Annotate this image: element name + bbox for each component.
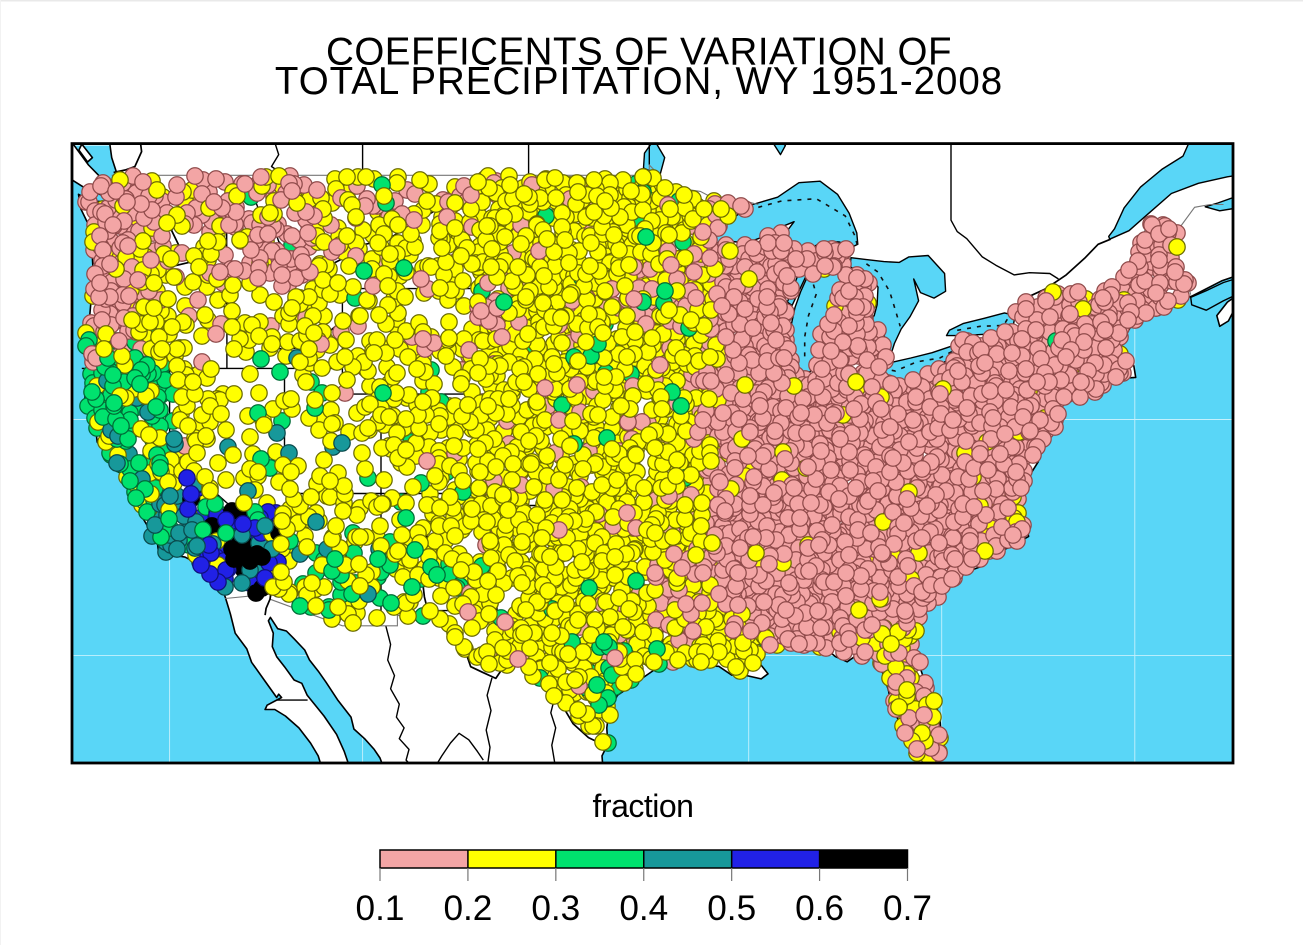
- svg-text:TOTAL PRECIPITATION, WY 1951-2: TOTAL PRECIPITATION, WY 1951-2008: [275, 60, 1003, 103]
- svg-text:0.7: 0.7: [883, 889, 932, 928]
- svg-text:0.5: 0.5: [707, 889, 756, 928]
- svg-text:0.2: 0.2: [443, 889, 492, 928]
- svg-text:0.1: 0.1: [356, 889, 405, 928]
- svg-text:0.3: 0.3: [531, 889, 580, 928]
- svg-text:fraction: fraction: [593, 788, 694, 824]
- svg-text:COEFFICENTS OF VARIATION OF: COEFFICENTS OF VARIATION OF: [326, 31, 952, 74]
- svg-text:0.6: 0.6: [795, 889, 844, 928]
- svg-text:0.4: 0.4: [619, 889, 668, 928]
